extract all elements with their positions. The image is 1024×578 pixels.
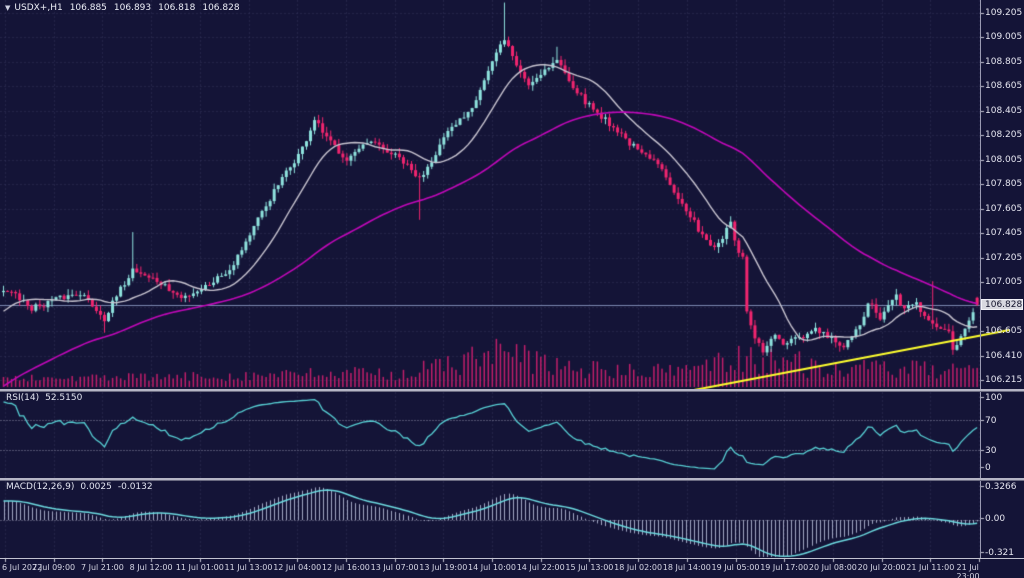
time-axis-label: 11 Jul 01:00: [175, 563, 224, 572]
time-axis-label: 7 Jul 21:00: [80, 563, 124, 572]
pane-splitter-macd[interactable]: [0, 478, 1024, 481]
time-axis-label: 7 Jul 09:00: [32, 563, 76, 572]
price-axis-label: 107.405: [985, 228, 1023, 239]
current-price-badge: 106.828: [981, 298, 1023, 310]
rsi-axis-label: 70: [985, 416, 997, 426]
macd-axis-label: 0.00: [985, 514, 1006, 524]
time-axis-label: 6 Jul 2022: [2, 563, 43, 572]
rsi-axis-label: 100: [985, 393, 1003, 403]
price-axis-label: 107.205: [985, 252, 1023, 263]
time-axis-frame: [0, 558, 1024, 559]
price-axis-label: 106.605: [985, 326, 1023, 337]
time-axis-label: 21 Jul 11:00: [906, 563, 955, 572]
time-axis-label: 11 Jul 13:00: [224, 563, 273, 572]
macd-axis-label: 0.3266: [985, 482, 1017, 492]
price-axis-label: 107.005: [985, 277, 1023, 288]
time-axis-label: 19 Jul 17:00: [760, 563, 809, 572]
rsi-axis-label: 30: [985, 446, 997, 456]
time-axis-label: 13 Jul 07:00: [370, 563, 419, 572]
price-axis-label: 109.005: [985, 32, 1023, 43]
time-axis-label: 12 Jul 04:00: [273, 563, 322, 572]
time-axis-label: 12 Jul 16:00: [321, 563, 370, 572]
time-axis-label: 8 Jul 12:00: [129, 563, 173, 572]
time-axis-label: 18 Jul 02:00: [614, 563, 663, 572]
price-axis[interactable]: 109.205 109.005 108.805 108.605 108.405 108.2…: [981, 0, 1024, 560]
price-axis-label: 107.605: [985, 203, 1023, 214]
price-axis-label: 109.205: [985, 8, 1023, 18]
price-axis-label: 108.605: [985, 81, 1023, 92]
time-axis-label: 21 Jul 23:00: [956, 563, 980, 578]
price-axis-label: 107.805: [985, 179, 1023, 190]
price-axis-frame: [980, 0, 981, 558]
time-axis-label: 13 Jul 19:00: [419, 563, 468, 572]
price-axis-label: 106.410: [985, 350, 1023, 361]
time-axis-label: 14 Jul 10:00: [468, 563, 516, 572]
price-axis-label: 108.405: [985, 105, 1023, 116]
time-axis-label: 18 Jul 14:00: [662, 563, 711, 572]
time-axis-label: 20 Jul 20:00: [857, 563, 906, 572]
price-axis-label: 108.205: [985, 130, 1023, 141]
time-axis-label: 15 Jul 13:00: [565, 563, 614, 572]
pane-splitter-rsi[interactable]: [0, 389, 1024, 392]
time-axis-label: 14 Jul 22:00: [516, 563, 565, 572]
time-axis-label: 20 Jul 08:00: [808, 563, 857, 572]
price-axis-label: 108.805: [985, 56, 1023, 67]
price-axis-label: 108.005: [985, 154, 1023, 165]
rsi-axis-label: 0: [985, 463, 991, 473]
time-axis[interactable]: 6 Jul 2022 7 Jul 09:00 7 Jul 21:00 8 Jul 12…: [0, 560, 1024, 578]
price-axis-label: 106.215: [985, 375, 1023, 386]
time-axis-label: 19 Jul 05:00: [711, 563, 760, 572]
macd-axis-label: -0.321: [985, 548, 1015, 558]
